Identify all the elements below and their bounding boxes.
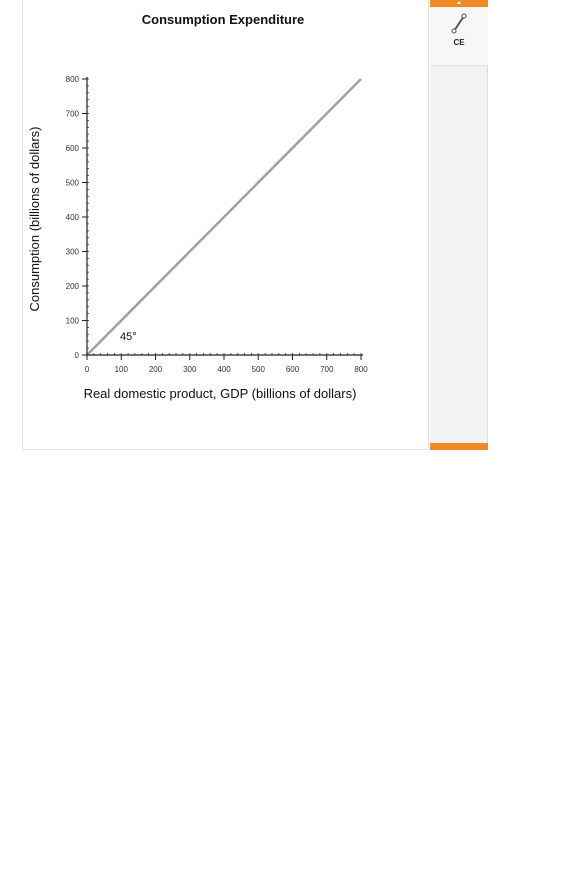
forty-five-degree-line — [86, 78, 362, 356]
chart-title: Consumption Expenditure — [142, 12, 305, 27]
x-tick-label: 300 — [183, 365, 197, 374]
tool-palette: CE — [430, 0, 488, 891]
axes — [86, 77, 363, 356]
series-layer — [86, 78, 362, 356]
graph-panel: Consumption Expenditure Consumption (bil… — [22, 0, 429, 450]
y-tick-label: 0 — [75, 351, 80, 360]
ce-line-tool[interactable]: CE — [430, 8, 488, 66]
y-tick-label: 400 — [66, 213, 80, 222]
x-tick-label: 200 — [149, 365, 163, 374]
y-tick-label: 800 — [66, 75, 80, 84]
x-tick-label: 600 — [286, 365, 300, 374]
y-tick-label: 500 — [66, 179, 80, 188]
y-axis-label: Consumption (billions of dollars) — [27, 127, 42, 312]
ce-tool-label: CE — [453, 38, 465, 47]
angle-annotation: 45° — [120, 331, 137, 343]
x-tick-label: 800 — [354, 365, 368, 374]
scroll-up-bar[interactable] — [430, 0, 488, 7]
y-tick-label: 600 — [66, 144, 80, 153]
axis-ticks: 0 100 200 300 400 500 600 700 800 0 100 200 300 400 50… — [66, 75, 369, 374]
y-tick-label: 100 — [66, 317, 80, 326]
y-tick-label: 700 — [66, 110, 80, 119]
x-tick-label: 700 — [320, 365, 334, 374]
y-tick-label: 200 — [66, 282, 80, 291]
line-segment-icon — [451, 13, 467, 34]
x-tick-label: 400 — [217, 365, 231, 374]
scroll-down-bar[interactable] — [430, 443, 488, 891]
x-axis-label: Real domestic product, GDP (billions of … — [84, 386, 357, 401]
x-tick-label: 100 — [115, 365, 129, 374]
x-tick-label: 0 — [85, 365, 90, 374]
scroll-up-arrow-icon — [457, 1, 461, 4]
y-tick-label: 300 — [66, 248, 80, 257]
x-tick-label: 500 — [252, 365, 266, 374]
chart[interactable]: Consumption Expenditure Consumption (bil… — [23, 0, 430, 450]
